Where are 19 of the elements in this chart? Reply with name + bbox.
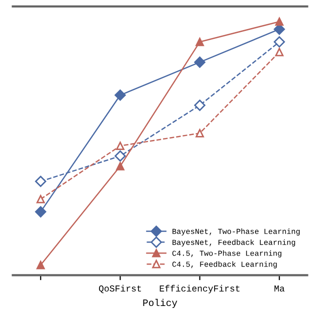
x-tick-label: QoSFirst <box>98 284 141 294</box>
point <box>196 129 204 138</box>
point <box>114 150 126 162</box>
point <box>116 162 124 170</box>
point <box>116 142 124 150</box>
point <box>35 206 46 218</box>
point <box>274 36 285 48</box>
x-tick-label: Ma <box>274 286 284 292</box>
point <box>114 90 126 101</box>
point <box>36 260 45 270</box>
point <box>196 38 204 46</box>
point <box>275 17 284 26</box>
point <box>275 48 284 56</box>
point <box>36 194 45 204</box>
point <box>194 100 206 111</box>
point <box>35 176 46 187</box>
x-tick-label: EfficiencyFirst <box>160 284 240 294</box>
point <box>194 56 206 68</box>
x-axis-title: Policy <box>143 298 178 308</box>
